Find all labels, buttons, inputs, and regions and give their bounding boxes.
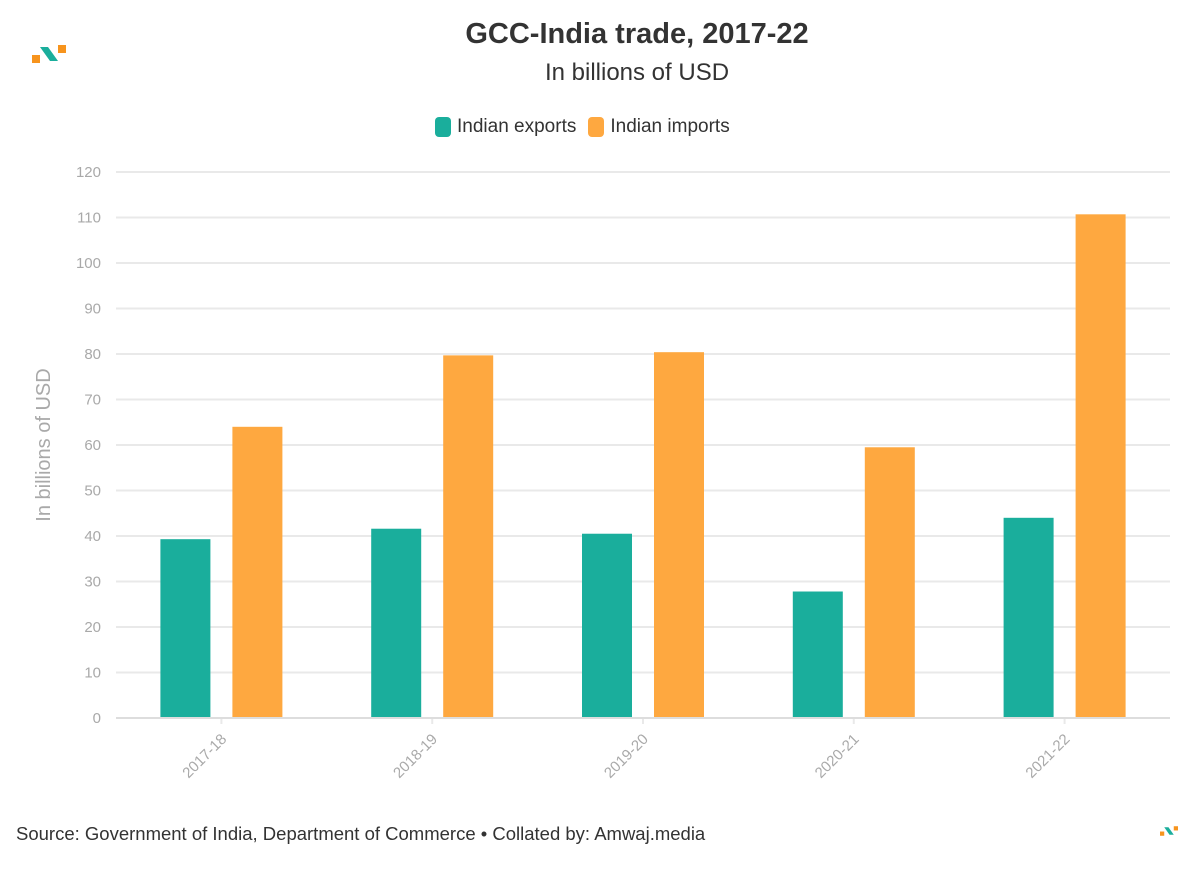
- y-tick-label: 100: [76, 255, 101, 272]
- y-tick-label: 80: [84, 346, 101, 363]
- y-tick-label: 50: [84, 483, 101, 500]
- legend-item-imports[interactable]: Indian imports: [588, 116, 730, 138]
- legend-item-exports[interactable]: Indian exports: [435, 116, 576, 138]
- x-tick-label: 2018-19: [390, 731, 441, 782]
- bar-imports: [654, 352, 704, 718]
- bar-exports: [582, 533, 632, 718]
- amwaj-logo-icon: [32, 45, 66, 63]
- source-note: Source: Government of India, Department …: [16, 823, 706, 844]
- x-tick-label: 2021-22: [1022, 731, 1073, 782]
- legend-label-exports: Indian exports: [457, 116, 577, 137]
- x-tick-label: 2020-21: [812, 731, 863, 782]
- bar-exports: [792, 591, 843, 718]
- y-tick-label: 40: [84, 528, 101, 545]
- bar-exports: [160, 539, 211, 718]
- y-tick-label: 70: [84, 392, 101, 409]
- bar-imports: [443, 355, 494, 718]
- y-tick-label: 0: [93, 710, 101, 727]
- y-tick-label: 10: [84, 665, 101, 682]
- legend-label-imports: Indian imports: [610, 116, 730, 137]
- bar-imports: [232, 426, 283, 718]
- chart-legend: Indian exports Indian imports: [435, 116, 742, 138]
- bar-imports: [864, 447, 915, 718]
- x-tick-label: 2019-20: [601, 731, 652, 782]
- legend-swatch-exports: [435, 117, 451, 137]
- y-tick-label: 120: [76, 164, 101, 181]
- y-tick-label: 60: [84, 437, 101, 454]
- chart-subtitle: In billions of USD: [544, 59, 730, 86]
- y-tick-label: 90: [84, 301, 101, 318]
- amwaj-small-logo-icon: [1160, 826, 1178, 836]
- bar-imports: [1075, 214, 1126, 718]
- chart-title: GCC-India trade, 2017-22: [465, 18, 809, 50]
- y-tick-label: 110: [77, 210, 101, 227]
- y-tick-label: 20: [84, 619, 101, 636]
- bar-exports: [371, 528, 422, 718]
- legend-swatch-imports: [588, 117, 605, 137]
- x-tick-label: 2017-18: [179, 731, 230, 782]
- bar-chart: 0 10 20 30 40 50 60 70 80 90 100 110 120 In billions …: [33, 164, 1170, 782]
- y-axis-title: In billions of USD: [33, 368, 55, 521]
- y-tick-label: 30: [84, 574, 101, 591]
- bar-exports: [1003, 517, 1054, 718]
